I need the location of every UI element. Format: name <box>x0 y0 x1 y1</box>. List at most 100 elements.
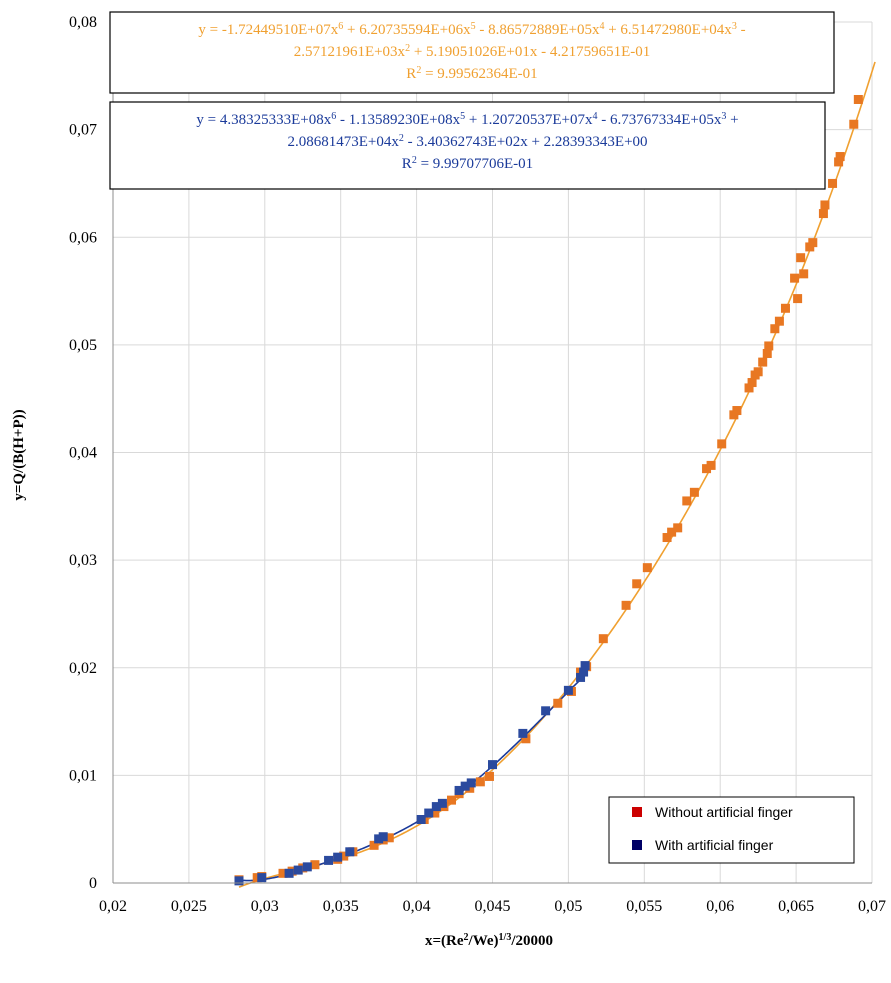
point-without-finger <box>828 178 838 188</box>
point-without-finger <box>682 496 692 506</box>
point-without-finger <box>758 357 768 367</box>
point-with-finger <box>345 847 355 857</box>
y-tick-label: 0,08 <box>69 14 97 31</box>
data-points <box>234 94 863 886</box>
y-tick-label: 0 <box>89 875 97 892</box>
point-without-finger <box>621 600 631 610</box>
y-tick-label: 0,06 <box>69 229 97 246</box>
point-without-finger <box>298 863 308 873</box>
point-without-finger <box>706 460 716 470</box>
point-with-finger <box>580 661 590 671</box>
legend-swatch <box>632 807 642 817</box>
x-tick-label: 0,02 <box>99 898 127 915</box>
point-with-finger <box>488 760 497 770</box>
x-tick-label: 0,035 <box>323 898 359 915</box>
point-without-finger <box>384 833 394 843</box>
x-tick-label: 0,03 <box>251 898 279 915</box>
point-without-finger <box>430 808 440 818</box>
equation-box-with-finger: y = 4.38325333E+08x6 - 1.13589230E+08x5 … <box>109 101 826 190</box>
equation-line-2: 2.57121961E+03x2 + 5.19051026E+01x - 4.2… <box>294 43 651 61</box>
point-without-finger <box>689 487 699 497</box>
point-without-finger <box>799 269 809 279</box>
point-with-finger <box>431 802 441 812</box>
point-without-finger <box>774 316 784 326</box>
x-tick-label: 0,045 <box>475 898 511 915</box>
y-tick-label: 0,02 <box>69 660 97 677</box>
point-with-finger <box>579 667 589 677</box>
y-tick-label: 0,04 <box>69 445 97 462</box>
point-without-finger <box>790 273 800 283</box>
trendline-with-finger <box>238 672 588 882</box>
point-without-finger <box>598 634 608 644</box>
point-with-finger <box>424 808 434 818</box>
point-without-finger <box>793 294 803 304</box>
point-without-finger <box>632 579 642 589</box>
point-without-finger <box>310 860 320 870</box>
x-tick-label: 0,06 <box>706 898 734 915</box>
point-without-finger <box>849 119 859 129</box>
point-without-finger <box>662 533 672 543</box>
y-tick-label: 0,01 <box>69 767 97 784</box>
legend: Without artificial finger With artificial… <box>608 796 855 864</box>
y-axis-title: y=Q/(B(H+P)) <box>11 409 27 500</box>
point-with-finger <box>416 815 426 825</box>
point-without-finger <box>764 341 774 351</box>
point-without-finger <box>642 563 652 573</box>
point-without-finger <box>780 303 790 313</box>
legend-frame <box>608 796 855 864</box>
point-without-finger <box>744 383 754 393</box>
point-without-finger <box>853 94 863 104</box>
point-with-finger <box>437 798 447 808</box>
point-with-finger <box>460 781 470 791</box>
point-with-finger <box>234 876 244 886</box>
point-with-finger <box>518 728 528 738</box>
point-without-finger <box>808 238 818 248</box>
legend-label: Without artificial finger <box>655 804 793 820</box>
point-without-finger <box>369 840 379 850</box>
point-with-finger <box>374 834 384 844</box>
point-with-finger <box>466 778 476 788</box>
point-without-finger <box>820 200 830 210</box>
x-tick-label: 0,055 <box>626 898 662 915</box>
x-tick-label: 0,07 <box>858 898 886 915</box>
point-without-finger <box>747 378 757 388</box>
point-without-finger <box>667 527 677 537</box>
point-with-finger <box>541 706 551 716</box>
x-axis-title: x=(Re2/We)1/3/20000 <box>425 932 553 950</box>
point-with-finger <box>324 855 334 865</box>
point-without-finger <box>753 367 763 377</box>
equation-line-1: y = -1.72449510E+07x6 + 6.20735594E+06x5… <box>198 21 745 39</box>
legend-swatch <box>632 840 642 850</box>
equation-r-squared: R2 = 9.99562364E-01 <box>406 65 537 83</box>
equation-box-frame <box>109 11 835 94</box>
x-tick-label: 0,025 <box>171 898 207 915</box>
point-without-finger <box>553 698 563 708</box>
point-without-finger <box>717 439 727 449</box>
point-with-finger <box>284 868 294 878</box>
point-without-finger <box>702 464 712 474</box>
point-without-finger <box>475 777 485 787</box>
point-without-finger <box>447 795 457 805</box>
point-without-finger <box>834 157 844 167</box>
point-without-finger <box>796 253 806 263</box>
y-tick-label: 0,03 <box>69 552 97 569</box>
point-without-finger <box>762 348 772 358</box>
point-without-finger <box>818 209 828 219</box>
point-with-finger <box>333 852 343 862</box>
y-tick-label: 0,05 <box>69 337 97 354</box>
equation-line-2: 2.08681473E+04x2 - 3.40362743E+02x + 2.2… <box>287 133 647 151</box>
point-with-finger <box>378 832 388 842</box>
legend-label: With artificial finger <box>655 837 774 853</box>
x-tick-label: 0,04 <box>403 898 431 915</box>
y-tick-label: 0,07 <box>69 122 97 139</box>
point-with-finger <box>563 685 573 695</box>
point-without-finger <box>484 771 494 781</box>
point-without-finger <box>521 734 531 744</box>
point-with-finger <box>576 672 586 682</box>
point-with-finger <box>257 873 267 883</box>
point-without-finger <box>673 523 683 533</box>
tick-labels: 0,02 0,025 0,03 0,035 0,04 0,045 0,05 0,055 0,06… <box>69 14 886 915</box>
point-without-finger <box>732 406 742 416</box>
equation-r-squared: R2 = 9.99707706E-01 <box>402 155 533 173</box>
